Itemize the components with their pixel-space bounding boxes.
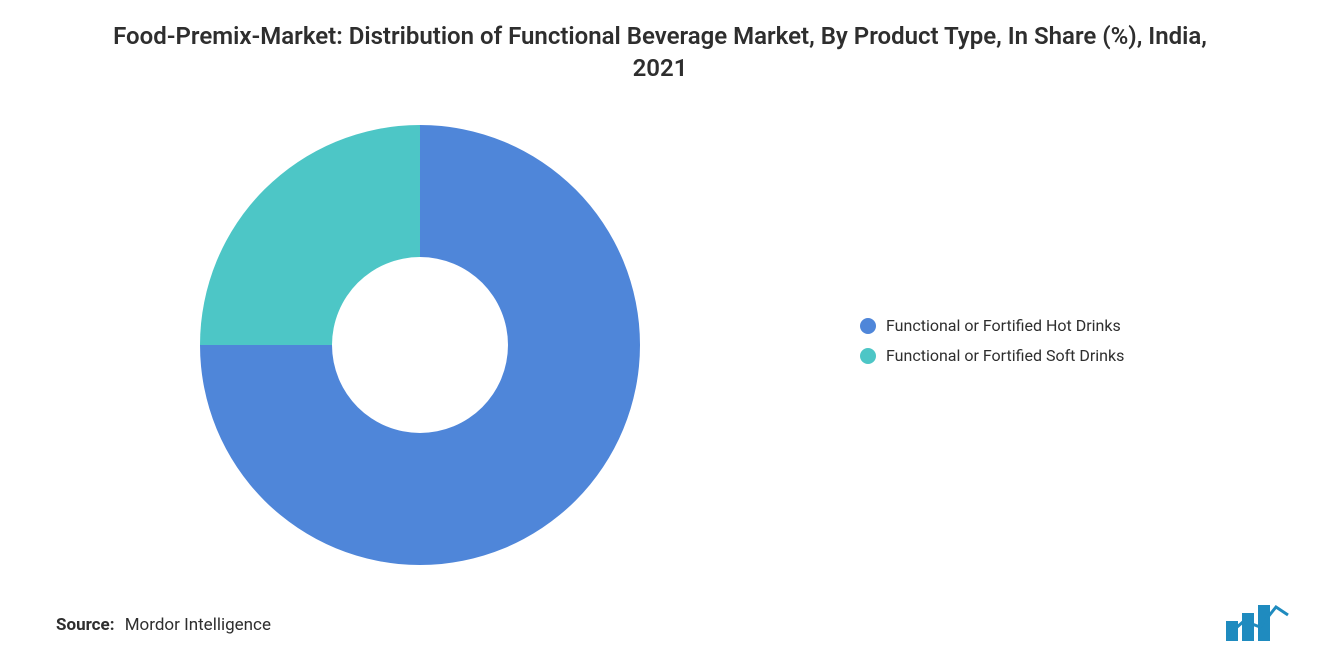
donut-svg [200, 125, 640, 565]
source-text: Mordor Intelligence [125, 615, 271, 635]
chart-container: Food-Premix-Market: Distribution of Func… [0, 0, 1320, 665]
legend-label: Functional or Fortified Hot Drinks [886, 315, 1121, 337]
brand-logo-icon [1224, 601, 1290, 641]
legend-swatch-icon [860, 318, 876, 334]
legend-swatch-icon [860, 348, 876, 364]
source-attribution: Source: Mordor Intelligence [56, 615, 271, 635]
donut-hole [332, 257, 508, 433]
chart-title: Food-Premix-Market: Distribution of Func… [110, 20, 1210, 85]
legend: Functional or Fortified Hot Drinks Functi… [860, 315, 1124, 374]
legend-item: Functional or Fortified Soft Drinks [860, 345, 1124, 367]
source-label: Source: [56, 615, 114, 635]
donut-chart [200, 125, 640, 565]
legend-label: Functional or Fortified Soft Drinks [886, 345, 1124, 367]
legend-item: Functional or Fortified Hot Drinks [860, 315, 1124, 337]
chart-body: Functional or Fortified Hot Drinks Functi… [40, 95, 1280, 595]
